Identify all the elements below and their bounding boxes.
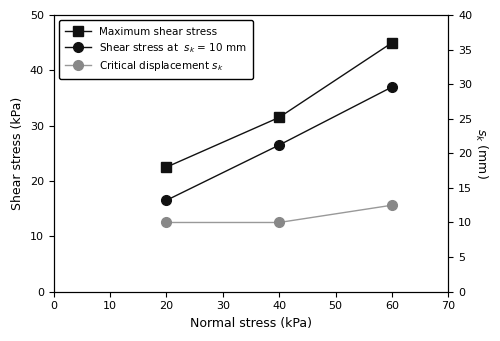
Maximum shear stress	[389, 41, 395, 45]
Shear stress at  $s_k$ = 10 mm	[276, 143, 282, 147]
X-axis label: Normal stress (kPa): Normal stress (kPa)	[190, 317, 312, 330]
Critical displacement $s_k$	[276, 220, 282, 224]
Maximum shear stress	[276, 115, 282, 119]
Legend: Maximum shear stress, Shear stress at  $s_k$ = 10 mm, Critical displacement $s_k: Maximum shear stress, Shear stress at $s…	[58, 20, 254, 79]
Line: Critical displacement $s_k$: Critical displacement $s_k$	[162, 201, 397, 227]
Shear stress at  $s_k$ = 10 mm	[389, 85, 395, 89]
Line: Maximum shear stress: Maximum shear stress	[162, 38, 397, 172]
Critical displacement $s_k$	[389, 203, 395, 207]
Maximum shear stress	[164, 165, 170, 169]
Y-axis label: $s_k$ (mm): $s_k$ (mm)	[473, 128, 489, 179]
Critical displacement $s_k$	[164, 220, 170, 224]
Shear stress at  $s_k$ = 10 mm	[164, 198, 170, 203]
Y-axis label: Shear stress (kPa): Shear stress (kPa)	[11, 97, 24, 210]
Line: Shear stress at  $s_k$ = 10 mm: Shear stress at $s_k$ = 10 mm	[162, 82, 397, 205]
